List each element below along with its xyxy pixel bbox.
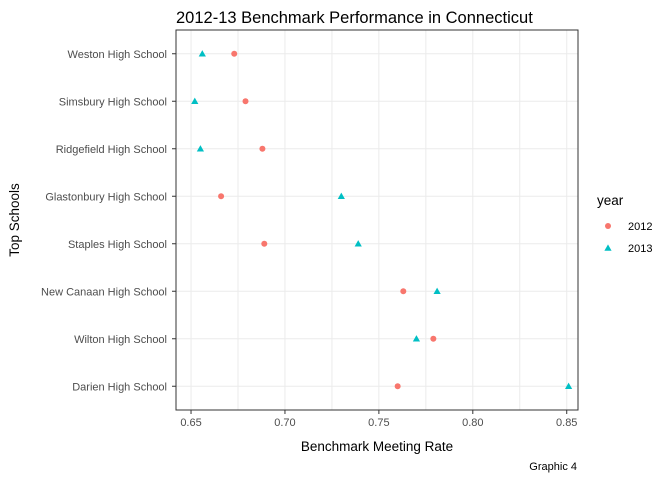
y-tick-label-simsbury-high-school: Simsbury High School	[59, 96, 167, 108]
legend-key-2013	[604, 244, 612, 251]
legend-title: year	[597, 193, 624, 208]
point-2013-new-canaan-high-school	[433, 287, 441, 294]
x-tick-label: 0.75	[368, 417, 389, 429]
point-2013-staples-high-school	[354, 240, 362, 247]
chart-caption: Graphic 4	[529, 461, 577, 473]
y-tick-label-ridgefield-high-school: Ridgefield High School	[56, 144, 167, 156]
point-2012-ridgefield-high-school	[259, 145, 266, 152]
legend-label-2012: 2012	[628, 221, 652, 233]
legend-label-2013: 2013	[628, 243, 652, 255]
point-2013-glastonbury-high-school	[337, 192, 345, 199]
point-2013-simsbury-high-school	[191, 97, 199, 104]
x-tick-label: 0.70	[274, 417, 295, 429]
legend-key-2012	[605, 223, 611, 229]
point-2012-wilton-high-school	[430, 335, 437, 342]
x-axis: 0.65 0.70 0.75 0.80 0.85	[180, 410, 577, 429]
points-layer	[191, 50, 573, 390]
point-2013-wilton-high-school	[412, 335, 421, 342]
x-tick-label: 0.65	[180, 417, 201, 429]
y-tick-label-wilton-high-school: Wilton High School	[74, 334, 167, 346]
point-2013-weston-high-school	[198, 50, 206, 57]
chart-title: 2012-13 Benchmark Performance in Connect…	[176, 9, 533, 27]
y-axis: Darien High School Wilton High School New …	[41, 49, 176, 393]
point-2012-simsbury-high-school	[242, 98, 249, 105]
grid-layer	[176, 30, 578, 410]
x-axis-title: Benchmark Meeting Rate	[301, 439, 453, 454]
point-2013-darien-high-school	[565, 382, 573, 389]
y-tick-label-weston-high-school: Weston High School	[68, 49, 167, 61]
legend: year 2012 2013	[597, 193, 652, 255]
point-2012-staples-high-school	[261, 240, 268, 247]
x-tick-label: 0.85	[556, 417, 577, 429]
point-2012-weston-high-school	[231, 50, 238, 57]
y-tick-label-darien-high-school: Darien High School	[72, 381, 167, 393]
point-2012-new-canaan-high-school	[400, 288, 407, 295]
y-tick-label-new-canaan-high-school: New Canaan High School	[41, 286, 167, 298]
point-2013-ridgefield-high-school	[196, 145, 205, 152]
y-tick-label-staples-high-school: Staples High School	[68, 239, 167, 251]
x-tick-label: 0.80	[462, 417, 483, 429]
point-2012-glastonbury-high-school	[218, 193, 225, 200]
plot-panel-border	[175, 29, 579, 411]
y-axis-title: Top Schools	[7, 183, 22, 257]
point-2012-darien-high-school	[394, 383, 401, 390]
y-tick-label-glastonbury-high-school: Glastonbury High School	[45, 191, 167, 203]
